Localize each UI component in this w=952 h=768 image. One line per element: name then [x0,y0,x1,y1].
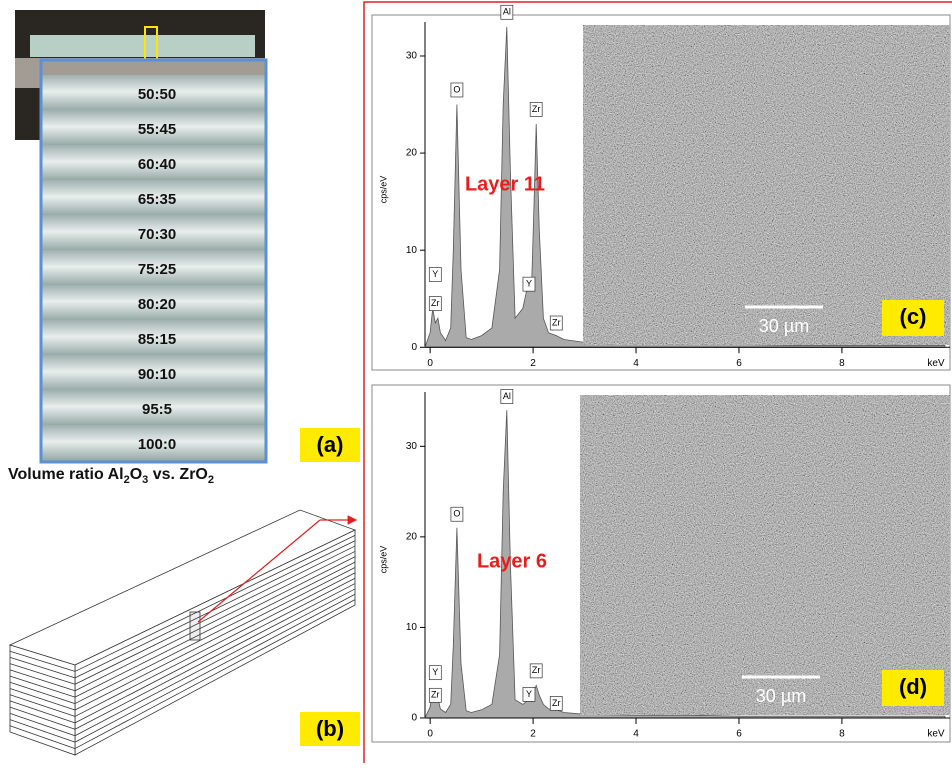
x-tick-label: 6 [736,358,742,369]
peak-label: Y [432,667,438,677]
panel-label: (b) [316,716,344,741]
ratio-label: 80:20 [138,296,176,313]
y-tick-label: 20 [406,148,418,159]
peak-label: Y [432,269,438,279]
ratio-label: 100:0 [138,436,176,453]
panel-label: (a) [317,432,344,457]
y-tick-label: 10 [406,622,418,633]
photo-sample [30,35,255,57]
panel-label: (d) [899,674,927,699]
peak-label: Zr [552,698,561,708]
x-tick-label: 4 [633,358,639,369]
x-tick-label: 2 [530,729,536,740]
ratio-label: 95:5 [142,401,172,418]
peak-label: O [453,509,460,519]
y-tick-label: 30 [406,441,418,452]
peak-label: Y [526,689,532,699]
x-unit: keV [927,358,945,369]
peak-label: O [453,84,460,94]
x-tick-label: 8 [839,358,845,369]
ratio-label: 85:15 [138,331,176,348]
caption-part: Volume ratio Al [8,466,124,483]
ratio-label: 70:30 [138,226,176,243]
sem-image [583,25,950,345]
sem-image [580,395,950,715]
ratio-label: 75:25 [138,261,176,278]
ratio-label: 55:45 [138,121,176,138]
caption-part: vs. ZrO [148,466,208,483]
x-tick-label: 8 [839,729,845,740]
x-tick-label: 6 [736,729,742,740]
caption-sub: 2 [208,474,214,486]
y-tick-label: 0 [411,342,417,353]
x-unit: keV [927,729,945,740]
y-tick-label: 10 [406,245,418,256]
scale-bar-label: 30 µm [759,316,809,336]
caption-part: O [130,466,142,483]
scale-bar-label: 30 µm [756,686,806,706]
peak-label: Y [526,279,532,289]
peak-label: Zr [431,298,440,308]
panel-label: (c) [900,304,927,329]
notch [190,612,200,640]
x-tick-label: 2 [530,358,536,369]
peak-label: Zr [532,104,541,114]
ratio-label: 90:10 [138,366,176,383]
ratio-label: 60:40 [138,156,176,173]
layer-label: Layer 6 [477,550,547,572]
peak-label: Al [503,391,511,401]
peak-label: Al [503,7,511,17]
figure: 50:50 55:45 60:40 65:35 70:30 75:25 80:20 85:15… [0,0,952,763]
peak-label: Zr [431,690,440,700]
caption: Volume ratio Al2O3 vs. ZrO2 [8,466,214,486]
ratio-label: 65:35 [138,191,176,208]
x-tick-label: 4 [633,729,639,740]
y-axis-label: cps/eV [378,546,388,574]
x-tick-label: 0 [427,729,433,740]
y-tick-label: 30 [406,51,418,62]
y-tick-label: 20 [406,532,418,543]
strip-stack: 50:50 55:45 60:40 65:35 70:30 75:25 80:20 85:15… [41,75,266,462]
y-axis-label: cps/eV [378,176,388,204]
ratio-label: 50:50 [138,86,176,103]
peak-label: Zr [552,317,561,327]
peak-label: Zr [532,665,541,675]
y-tick-label: 0 [411,713,417,724]
layer-label: Layer 11 [465,173,545,195]
x-tick-label: 0 [427,358,433,369]
